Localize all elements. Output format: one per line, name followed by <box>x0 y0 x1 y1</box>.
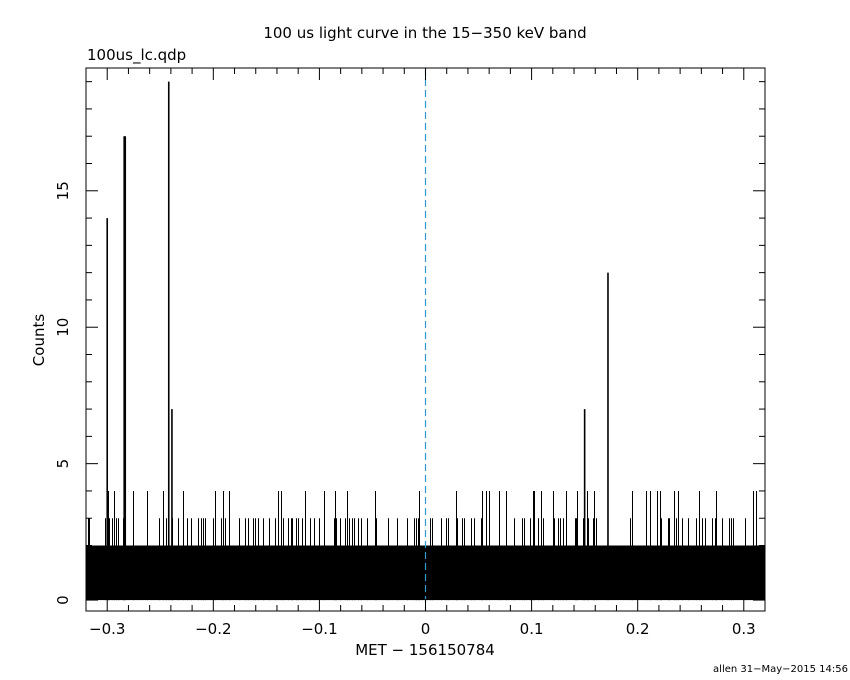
footer-stamp: allen 31−May−2015 14:56 <box>713 664 848 675</box>
chart-title: 100 us light curve in the 15−350 keV ban… <box>263 24 586 42</box>
chart-subtitle: 100us_lc.qdp <box>87 46 186 65</box>
y-axis-ticks: 0 5 10 15 <box>54 81 765 605</box>
x-tick-label: 0.2 <box>626 620 650 638</box>
x-axis-label: MET − 156150784 <box>355 641 495 659</box>
x-tick-label: 0 <box>421 620 431 638</box>
y-tick-label: 15 <box>54 181 72 200</box>
x-tick-label: 0.3 <box>732 620 756 638</box>
x-tick-label: −0.3 <box>89 620 125 638</box>
x-axis-ticks: −0.3 −0.2 −0.1 0 0.1 0.2 0.3 <box>85 68 766 638</box>
y-tick-label: 5 <box>54 459 72 469</box>
y-axis-label: Counts <box>30 314 48 367</box>
y-tick-label: 10 <box>54 318 72 337</box>
y-tick-label: 0 <box>54 595 72 605</box>
x-tick-label: −0.1 <box>301 620 337 638</box>
x-tick-label: −0.2 <box>195 620 231 638</box>
x-tick-label: 0.1 <box>520 620 544 638</box>
